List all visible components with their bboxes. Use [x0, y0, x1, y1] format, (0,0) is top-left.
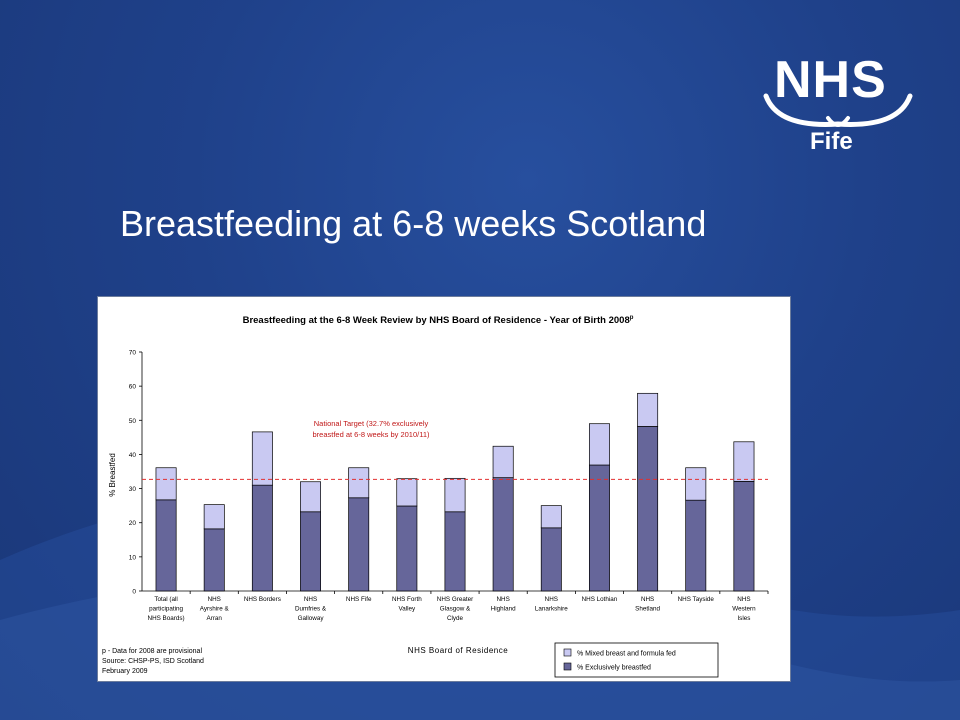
bar-mixed — [588, 423, 610, 466]
x-tick-label: NHS Highland — [491, 596, 516, 613]
chart-title-text: Breastfeeding at the 6-8 Week Review by … — [243, 315, 630, 326]
bar-exclusive — [540, 527, 562, 592]
legend-box — [554, 642, 719, 678]
bar-mixed — [348, 467, 370, 499]
legend: % Mixed breast and formula fed % Exclusi… — [554, 642, 719, 678]
legend-swatch-exclusive — [563, 662, 572, 671]
bar-mixed — [492, 445, 514, 478]
x-tick-label: NHS Borders — [244, 596, 281, 603]
bar-mixed — [396, 478, 418, 507]
y-tick-label: 10 — [129, 554, 137, 561]
bar-exclusive — [685, 499, 707, 592]
logo-nhs-text: NHS — [774, 51, 887, 109]
x-tick-label: NHS Forth Valley — [392, 596, 422, 613]
slide-title: Breastfeeding at 6-8 weeks Scotland — [120, 203, 707, 244]
y-axis-label: % Breastfed — [108, 453, 117, 497]
y-tick-label: 70 — [129, 350, 137, 357]
x-tick-label: NHS Fife — [346, 596, 372, 603]
nhs-fife-logo: NHS Fife — [758, 50, 918, 165]
chart-panel: Breastfeeding at the 6-8 Week Review by … — [97, 296, 791, 682]
plot-area: 0 10 20 30 40 50 60 70 Total (all participating NH… — [129, 350, 769, 622]
footnote-provisional: p - Data for 2008 are provisional — [102, 648, 202, 655]
bar-exclusive — [155, 499, 177, 592]
y-tick-label: 50 — [129, 418, 137, 425]
x-tick-label: NHS Tayside — [678, 596, 715, 603]
y-tick-label: 40 — [129, 452, 137, 459]
x-tick-label: NHS Lanarkshire — [535, 596, 568, 613]
bar-exclusive — [444, 511, 466, 592]
x-tick-label: NHS Greater Glasgow & Clyde — [437, 596, 473, 622]
x-tick-label: NHS Western Isles — [732, 596, 756, 622]
bar-exclusive — [348, 497, 370, 592]
x-tick-label: NHS Ayrshire & Arran — [200, 596, 230, 622]
y-tick-label: 60 — [129, 384, 137, 391]
footnote-date: February 2009 — [102, 668, 148, 675]
bar-mixed — [203, 504, 225, 530]
logo-region-text: Fife — [810, 128, 853, 155]
breastfeeding-chart: Breastfeeding at the 6-8 Week Review by … — [108, 315, 769, 678]
bar-exclusive — [733, 481, 755, 592]
bar-exclusive — [251, 484, 273, 592]
target-annotation: National Target (32.7% exclusively breast… — [312, 419, 430, 439]
bar-mixed — [155, 467, 177, 501]
x-tick-label: NHS Dumfries & Galloway — [295, 596, 327, 622]
bar-mixed — [637, 392, 659, 427]
chart-title: Breastfeeding at the 6-8 Week Review by … — [243, 315, 634, 326]
x-axis-label: NHS Board of Residence — [408, 646, 508, 655]
y-tick-label: 0 — [132, 589, 136, 596]
chart-title-superscript: p — [630, 315, 634, 321]
x-tick-label: NHS Lothian — [582, 596, 618, 603]
x-tick-label: NHS Shetland — [635, 596, 660, 613]
bar-mixed — [300, 481, 322, 513]
bar-exclusive — [300, 511, 322, 592]
legend-label-exclusive: % Exclusively breastfed — [577, 665, 651, 672]
y-tick-label: 20 — [129, 520, 137, 527]
x-tick-label: Total (all participating NHS Boards) — [148, 596, 185, 622]
logo-arc-icon — [763, 93, 913, 127]
bar-exclusive — [396, 505, 418, 592]
bar-mixed — [685, 467, 707, 501]
bar-exclusive — [588, 464, 610, 592]
bar-mixed — [251, 431, 273, 486]
legend-swatch-mixed — [563, 648, 572, 657]
footnote-source: Source: CHSP-PS, ISD Scotland — [102, 658, 204, 665]
bar-mixed — [444, 477, 466, 513]
legend-label-mixed: % Mixed breast and formula fed — [577, 651, 676, 658]
bar-exclusive — [203, 528, 225, 592]
y-tick-label: 30 — [129, 486, 137, 493]
bar-mixed — [540, 505, 562, 529]
bar-exclusive — [637, 426, 659, 592]
bar-exclusive — [492, 477, 514, 592]
bar-mixed — [733, 441, 755, 482]
